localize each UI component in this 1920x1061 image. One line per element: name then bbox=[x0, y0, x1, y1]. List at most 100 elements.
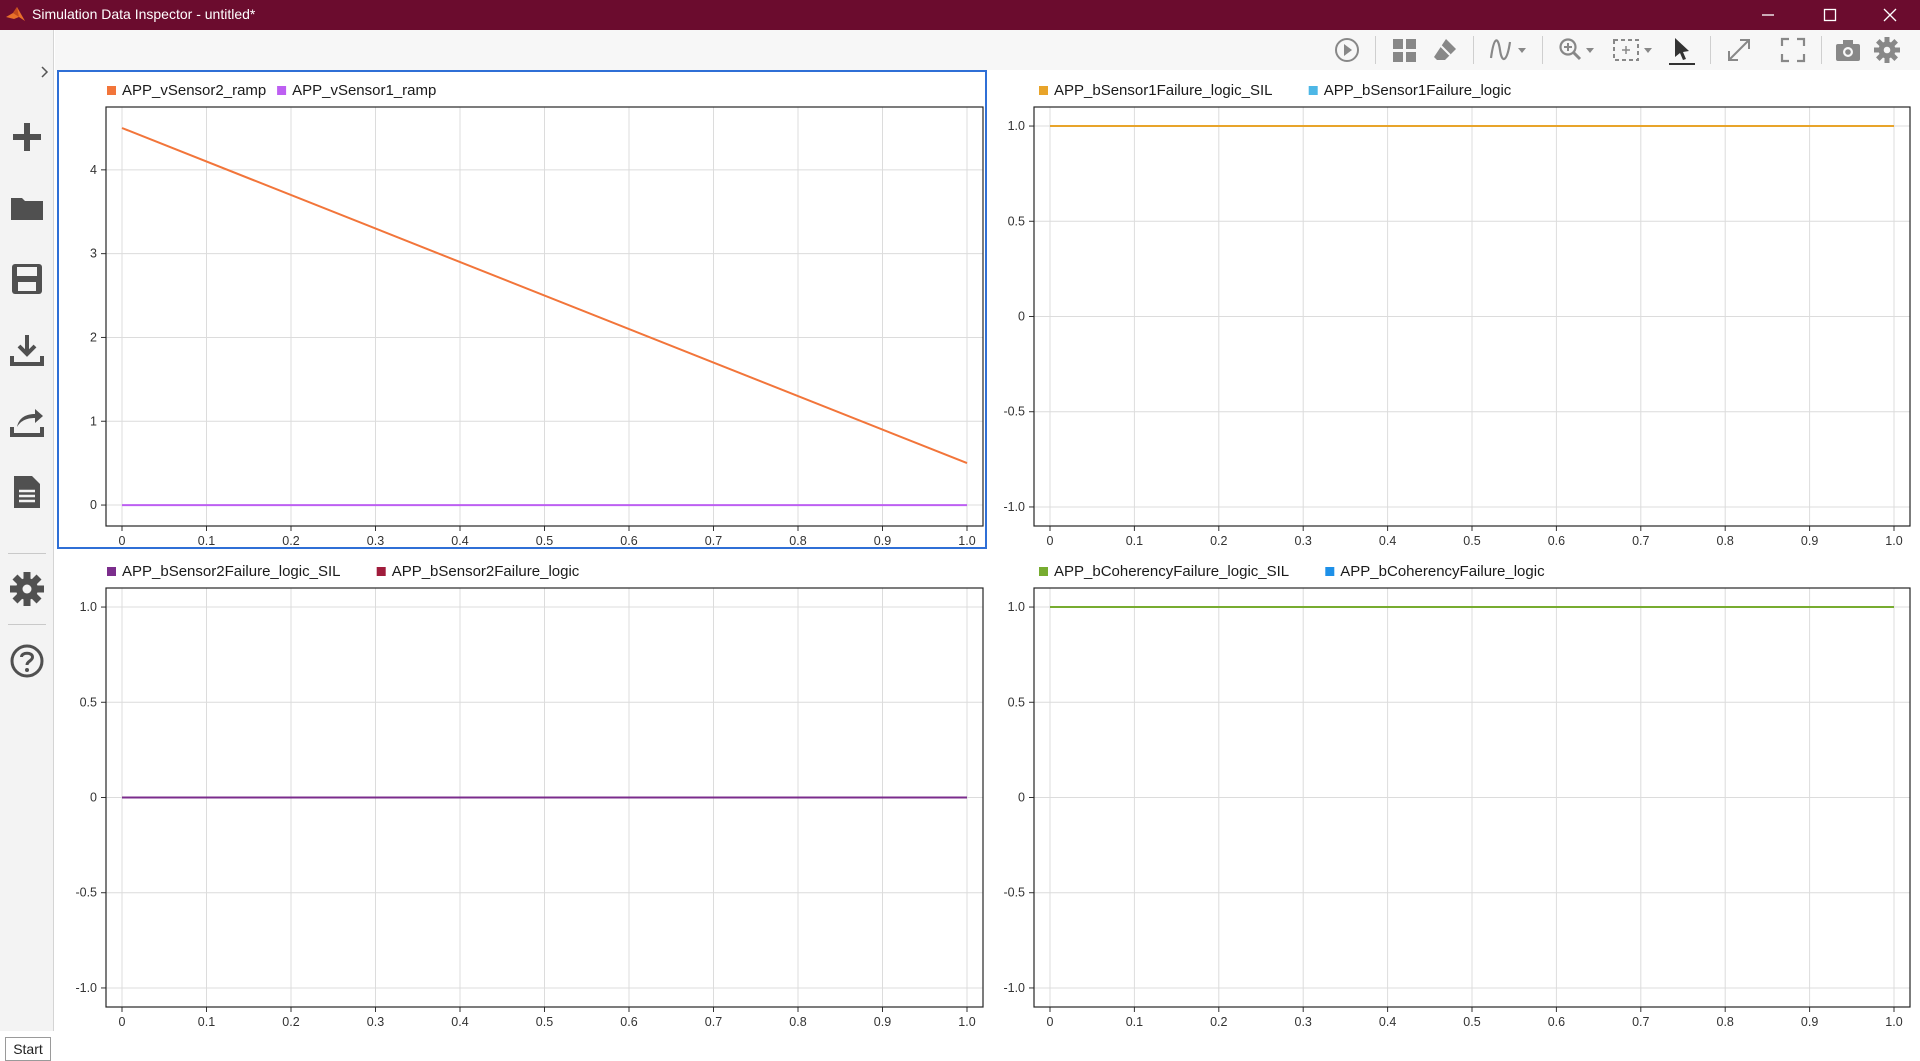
plot-toolbar bbox=[55, 30, 1920, 70]
fullscreen-icon bbox=[1780, 37, 1806, 63]
sidebar-divider bbox=[8, 553, 46, 554]
legend-entry[interactable]: APP_vSensor1_ramp bbox=[277, 82, 436, 99]
title-bar: Simulation Data Inspector - untitled* bbox=[0, 0, 1920, 30]
x-tick-label: 0.9 bbox=[1801, 1015, 1818, 1029]
x-tick-label: 0.7 bbox=[1632, 1015, 1649, 1029]
window-title: Simulation Data Inspector - untitled* bbox=[32, 6, 256, 22]
x-tick-label: 0.2 bbox=[1210, 534, 1227, 548]
import-button[interactable] bbox=[2, 325, 52, 375]
cursor-icon bbox=[1669, 38, 1695, 65]
y-tick-label: 0 bbox=[90, 498, 97, 512]
legend-swatch bbox=[107, 86, 116, 95]
matlab-logo-icon bbox=[6, 7, 25, 21]
legend-label: APP_bSensor2Failure_logic_SIL bbox=[122, 563, 340, 580]
series-line[interactable] bbox=[121, 127, 968, 465]
camera-icon bbox=[1836, 40, 1860, 61]
plot-axes-box bbox=[1033, 587, 1911, 1008]
x-tick-label: 0.5 bbox=[536, 1015, 553, 1029]
y-tick-label: -0.5 bbox=[1003, 405, 1025, 419]
x-tick-label: 0.3 bbox=[367, 1015, 384, 1029]
cursor-button[interactable] bbox=[1667, 36, 1697, 65]
preferences-button[interactable] bbox=[2, 564, 52, 614]
close-button[interactable] bbox=[1862, 0, 1918, 30]
x-tick-label: 0.8 bbox=[1717, 534, 1734, 548]
x-tick-label: 0.3 bbox=[1295, 1015, 1312, 1029]
plot-panel-3[interactable]: APP_bSensor2Failure_logic_SIL APP_bSensor… bbox=[57, 551, 987, 1031]
import-icon bbox=[10, 335, 44, 366]
legend-entry[interactable]: APP_bCoherencyFailure_logic bbox=[1325, 563, 1545, 580]
snapshot-button[interactable] bbox=[1833, 36, 1863, 64]
x-tick-label: 0 bbox=[119, 534, 126, 548]
signal-style-dropdown[interactable] bbox=[1489, 36, 1529, 64]
new-button[interactable] bbox=[2, 112, 52, 162]
expand-button[interactable] bbox=[1725, 36, 1753, 64]
x-tick-label: 0.2 bbox=[1210, 1015, 1227, 1029]
clear-button[interactable] bbox=[1431, 36, 1459, 64]
x-tick-label: 0.4 bbox=[451, 534, 468, 548]
report-button[interactable] bbox=[2, 467, 52, 517]
x-tick-label: 0.2 bbox=[282, 534, 299, 548]
x-tick-label: 0.9 bbox=[1801, 534, 1818, 548]
legend-entry[interactable]: APP_bSensor1Failure_logic bbox=[1308, 82, 1512, 99]
legend-entry[interactable]: APP_bSensor2Failure_logic bbox=[376, 563, 580, 580]
plot-panel-2[interactable]: APP_bSensor1Failure_logic_SIL APP_bSensor… bbox=[989, 70, 1920, 549]
x-tick-label: 0.4 bbox=[1379, 534, 1396, 548]
save-button[interactable] bbox=[2, 254, 52, 304]
x-tick-label: 0.7 bbox=[705, 534, 722, 548]
legend-entry[interactable]: APP_bSensor1Failure_logic_SIL bbox=[1039, 82, 1272, 99]
left-sidebar: Start bbox=[0, 30, 54, 1061]
maximize-button[interactable] bbox=[1802, 0, 1858, 30]
minimize-button[interactable] bbox=[1740, 0, 1796, 30]
x-tick-label: 0.5 bbox=[1463, 1015, 1480, 1029]
toolbar-divider bbox=[1542, 36, 1543, 64]
save-icon bbox=[12, 264, 42, 294]
chevron-right-icon[interactable] bbox=[36, 64, 52, 80]
legend-entry[interactable]: APP_vSensor2_ramp bbox=[107, 82, 266, 99]
plot-settings-button[interactable] bbox=[1873, 36, 1903, 64]
fit-to-view-dropdown[interactable] bbox=[1611, 36, 1655, 64]
legend-swatch bbox=[376, 567, 386, 576]
x-tick-label: 1.0 bbox=[1885, 1015, 1902, 1029]
y-tick-label: -0.5 bbox=[1003, 886, 1025, 900]
y-tick-label: 1.0 bbox=[80, 600, 97, 614]
y-tick-label: -1.0 bbox=[75, 981, 97, 995]
x-tick-label: 0.9 bbox=[874, 1015, 891, 1029]
x-tick-label: 0 bbox=[1047, 534, 1054, 548]
x-tick-label: 0.1 bbox=[198, 534, 215, 548]
start-button[interactable]: Start bbox=[5, 1037, 51, 1061]
legend-entry[interactable]: APP_bSensor2Failure_logic_SIL bbox=[107, 563, 340, 580]
x-tick-label: 0.8 bbox=[1717, 1015, 1734, 1029]
x-tick-label: 0.6 bbox=[1548, 1015, 1565, 1029]
x-tick-label: 0.3 bbox=[1295, 534, 1312, 548]
eraser-icon bbox=[1434, 39, 1456, 60]
layout-grid-icon bbox=[1393, 39, 1416, 62]
layout-button[interactable] bbox=[1391, 36, 1419, 64]
open-button[interactable] bbox=[2, 183, 52, 233]
plot-panel-4[interactable]: APP_bCoherencyFailure_logic_SIL APP_bCohe… bbox=[989, 551, 1920, 1031]
zoom-dropdown[interactable] bbox=[1557, 36, 1597, 64]
folder-icon bbox=[11, 198, 43, 220]
plot-axes-box bbox=[105, 106, 984, 527]
x-tick-label: 0.7 bbox=[705, 1015, 722, 1029]
fullscreen-button[interactable] bbox=[1779, 36, 1807, 64]
x-tick-label: 0.8 bbox=[789, 534, 806, 548]
plot-axes-box bbox=[1033, 106, 1911, 527]
legend-label: APP_vSensor1_ramp bbox=[292, 82, 436, 99]
y-tick-label: 2 bbox=[90, 330, 97, 344]
y-tick-label: -1.0 bbox=[1003, 981, 1025, 995]
plot-3-svg: APP_bSensor2Failure_logic_SIL APP_bSensor… bbox=[75, 563, 984, 1029]
y-tick-label: 0 bbox=[1018, 791, 1025, 805]
y-tick-label: -0.5 bbox=[75, 886, 97, 900]
signal-style-icon bbox=[1489, 39, 1526, 60]
legend-label: APP_bSensor1Failure_logic bbox=[1324, 82, 1512, 99]
x-tick-label: 0.1 bbox=[1126, 534, 1143, 548]
play-button[interactable] bbox=[1333, 36, 1363, 64]
x-tick-label: 0.9 bbox=[874, 534, 891, 548]
gear-icon bbox=[1874, 37, 1900, 63]
legend-swatch bbox=[277, 86, 287, 95]
help-button[interactable] bbox=[2, 636, 52, 686]
legend-entry[interactable]: APP_bCoherencyFailure_logic_SIL bbox=[1039, 563, 1289, 580]
export-button[interactable] bbox=[2, 396, 52, 446]
plot-panel-1[interactable]: APP_vSensor2_ramp APP_vSensor1_ramp 0 0.1 0.… bbox=[57, 70, 987, 549]
x-tick-label: 0.3 bbox=[367, 534, 384, 548]
